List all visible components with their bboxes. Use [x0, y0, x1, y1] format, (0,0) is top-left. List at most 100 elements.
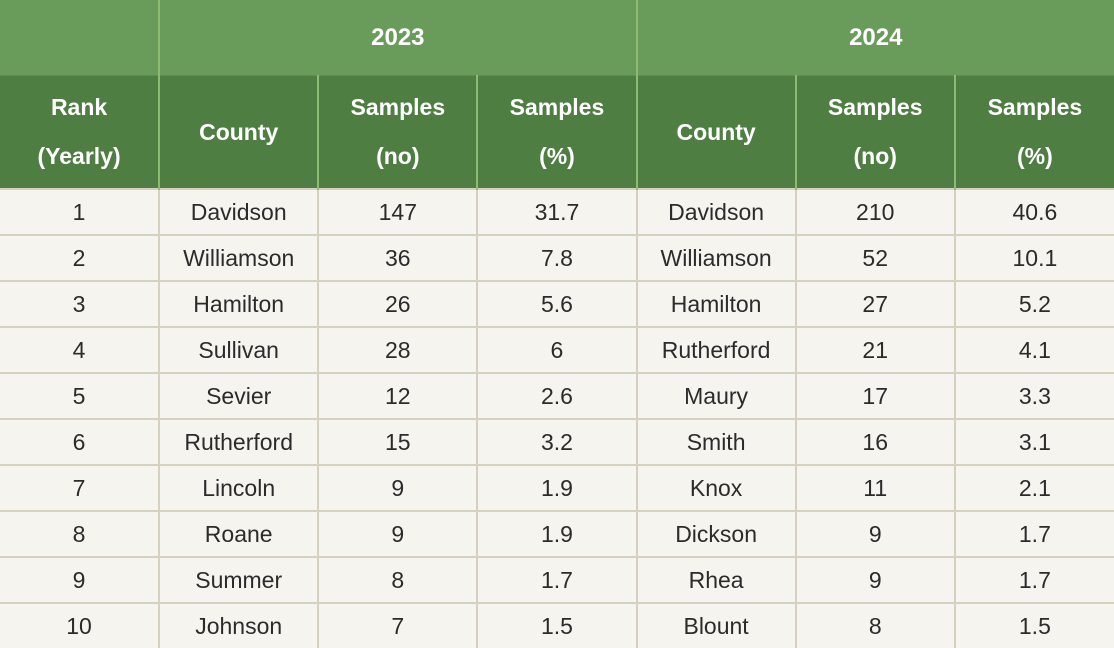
county-2023-cell: Hamilton: [158, 280, 319, 327]
county-2024-cell: Dickson: [635, 510, 796, 557]
samples-no-header-line1: Samples: [350, 94, 446, 120]
year-header-2023: 2023: [158, 0, 637, 76]
county-2024-cell: Rhea: [635, 556, 796, 603]
samples-pct-2024-cell: 2.1: [953, 464, 1114, 511]
samples-no-2023-cell: 28: [317, 326, 478, 373]
samples-pct-2023-cell: 2.6: [476, 372, 637, 419]
rank-header-line2: (Yearly): [37, 143, 121, 169]
county-2023-cell: Summer: [158, 556, 319, 603]
samples-pct-2023-cell: 1.9: [476, 510, 637, 557]
rank-cell: 5: [0, 372, 160, 419]
rank-cell: 6: [0, 418, 160, 465]
samples-no-2024-cell: 52: [794, 234, 955, 281]
samples-no-2023-cell: 12: [317, 372, 478, 419]
samples-no-2024-cell: 21: [794, 326, 955, 373]
samples-pct-2024-cell: 10.1: [953, 234, 1114, 281]
samples-pct-2023-cell: 1.5: [476, 602, 637, 648]
samples-pct-2023-cell: 6: [476, 326, 637, 373]
county-2023-cell: Williamson: [158, 234, 319, 281]
samples-pct-header-line1: Samples: [509, 94, 605, 120]
rank-header: Rank (Yearly): [0, 75, 160, 189]
county-2024-cell: Rutherford: [635, 326, 796, 373]
samples-no-2024-cell: 210: [794, 188, 955, 235]
county-2023-cell: Lincoln: [158, 464, 319, 511]
samples-no-2024-cell: 9: [794, 510, 955, 557]
samples-no-2023-cell: 9: [317, 510, 478, 557]
samples-no-2023-cell: 9: [317, 464, 478, 511]
samples-pct-header-line2: (%): [1017, 143, 1053, 169]
table-row: 5 Sevier 12 2.6 Maury 17 3.3: [0, 372, 1114, 419]
samples-no-2024-cell: 16: [794, 418, 955, 465]
samples-no-header-line2: (no): [376, 143, 420, 169]
samples-no-2024-cell: 27: [794, 280, 955, 327]
samples-no-2023-cell: 147: [317, 188, 478, 235]
rank-cell: 2: [0, 234, 160, 281]
county-2023-cell: Sullivan: [158, 326, 319, 373]
samples-pct-2024-cell: 5.2: [953, 280, 1114, 327]
rank-cell: 7: [0, 464, 160, 511]
county-2023-cell: Roane: [158, 510, 319, 557]
table-row: 3 Hamilton 26 5.6 Hamilton 27 5.2: [0, 280, 1114, 327]
county-2023-cell: Johnson: [158, 602, 319, 648]
samples-no-2023-cell: 26: [317, 280, 478, 327]
county-2024-cell: Williamson: [635, 234, 796, 281]
samples-pct-2023-cell: 7.8: [476, 234, 637, 281]
samples-pct-header-line2: (%): [539, 143, 575, 169]
rank-cell: 3: [0, 280, 160, 327]
rank-cell: 1: [0, 188, 160, 235]
county-2024-cell: Davidson: [635, 188, 796, 235]
table-row: 4 Sullivan 28 6 Rutherford 21 4.1: [0, 326, 1114, 373]
samples-pct-2023-cell: 1.7: [476, 556, 637, 603]
year-header-empty: [0, 0, 160, 76]
samples-no-2023-cell: 15: [317, 418, 478, 465]
table-row: 2 Williamson 36 7.8 Williamson 52 10.1: [0, 234, 1114, 281]
county-header-2024: County: [635, 75, 796, 189]
year-header-row: 2023 2024: [0, 0, 1114, 76]
samples-no-header-line2: (no): [853, 143, 897, 169]
samples-pct-2023-cell: 5.6: [476, 280, 637, 327]
samples-no-2023-cell: 8: [317, 556, 478, 603]
samples-no-header-line1: Samples: [827, 94, 923, 120]
table-row: 6 Rutherford 15 3.2 Smith 16 3.1: [0, 418, 1114, 465]
county-2024-cell: Smith: [635, 418, 796, 465]
rank-cell: 8: [0, 510, 160, 557]
samples-pct-2024-cell: 3.3: [953, 372, 1114, 419]
samples-pct-header-2024: Samples (%): [953, 75, 1114, 189]
samples-no-2024-cell: 17: [794, 372, 955, 419]
samples-no-2023-cell: 7: [317, 602, 478, 648]
samples-pct-2024-cell: 1.5: [953, 602, 1114, 648]
county-2024-cell: Knox: [635, 464, 796, 511]
samples-no-2024-cell: 8: [794, 602, 955, 648]
year-header-2024: 2024: [635, 0, 1114, 76]
county-2024-cell: Blount: [635, 602, 796, 648]
rank-header-line1: Rank: [50, 94, 108, 120]
samples-pct-2023-cell: 1.9: [476, 464, 637, 511]
county-2024-cell: Maury: [635, 372, 796, 419]
samples-no-2024-cell: 9: [794, 556, 955, 603]
samples-no-2024-cell: 11: [794, 464, 955, 511]
rank-cell: 9: [0, 556, 160, 603]
county-2023-cell: Rutherford: [158, 418, 319, 465]
samples-pct-2024-cell: 1.7: [953, 556, 1114, 603]
samples-no-header-2024: Samples (no): [794, 75, 955, 189]
county-2024-cell: Hamilton: [635, 280, 796, 327]
samples-pct-2024-cell: 1.7: [953, 510, 1114, 557]
samples-pct-2023-cell: 3.2: [476, 418, 637, 465]
county-2023-cell: Sevier: [158, 372, 319, 419]
rank-cell: 4: [0, 326, 160, 373]
samples-pct-2024-cell: 4.1: [953, 326, 1114, 373]
samples-pct-2024-cell: 3.1: [953, 418, 1114, 465]
column-header-row: Rank (Yearly) County Samples (no) Sample…: [0, 75, 1114, 189]
county-2023-cell: Davidson: [158, 188, 319, 235]
county-header-2023: County: [158, 75, 319, 189]
table-row: 8 Roane 9 1.9 Dickson 9 1.7: [0, 510, 1114, 557]
samples-pct-2023-cell: 31.7: [476, 188, 637, 235]
samples-pct-header-2023: Samples (%): [476, 75, 637, 189]
samples-pct-2024-cell: 40.6: [953, 188, 1114, 235]
samples-no-header-2023: Samples (no): [317, 75, 478, 189]
table-row: 10 Johnson 7 1.5 Blount 8 1.5: [0, 602, 1114, 648]
samples-pct-header-line1: Samples: [987, 94, 1083, 120]
table-row: 7 Lincoln 9 1.9 Knox 11 2.1: [0, 464, 1114, 511]
table-row: 9 Summer 8 1.7 Rhea 9 1.7: [0, 556, 1114, 603]
